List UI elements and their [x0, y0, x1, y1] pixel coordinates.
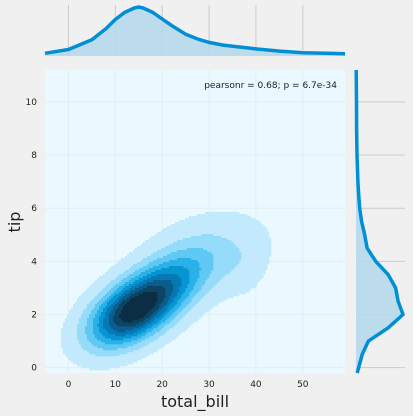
x-tick-labels: 0 10 20 30 40 50: [66, 380, 309, 390]
y-tick-label: 10: [26, 98, 38, 108]
y-tick-label: 0: [31, 364, 37, 374]
right-marginal-line: [354, 69, 405, 374]
right-marginal-kde: [354, 69, 405, 374]
top-marginal-line: [44, 5, 346, 56]
x-axis-label: total_bill: [161, 392, 229, 412]
kde-level-9: [119, 292, 158, 323]
y-tick-label: 4: [31, 257, 37, 267]
x-tick-label: 20: [156, 380, 168, 390]
pearson-annotation: pearsonr = 0.68; p = 6.7e-34: [204, 81, 337, 91]
y-tick-labels: 0 2 4 6 8 10: [26, 98, 38, 374]
x-tick-label: 10: [110, 380, 122, 390]
x-tick-label: 0: [66, 380, 72, 390]
y-tick-label: 8: [31, 151, 37, 161]
x-tick-label: 50: [297, 380, 309, 390]
kde-contours: [61, 212, 272, 371]
right-marginal-fill: [356, 70, 403, 373]
x-tick-label: 40: [250, 380, 262, 390]
y-tick-label: 2: [31, 311, 37, 321]
top-marginal-kde: [44, 5, 346, 56]
x-tick-label: 30: [203, 380, 215, 390]
top-marginal-fill: [45, 7, 345, 56]
y-tick-label: 6: [31, 204, 37, 214]
y-axis-label: tip: [5, 212, 24, 233]
